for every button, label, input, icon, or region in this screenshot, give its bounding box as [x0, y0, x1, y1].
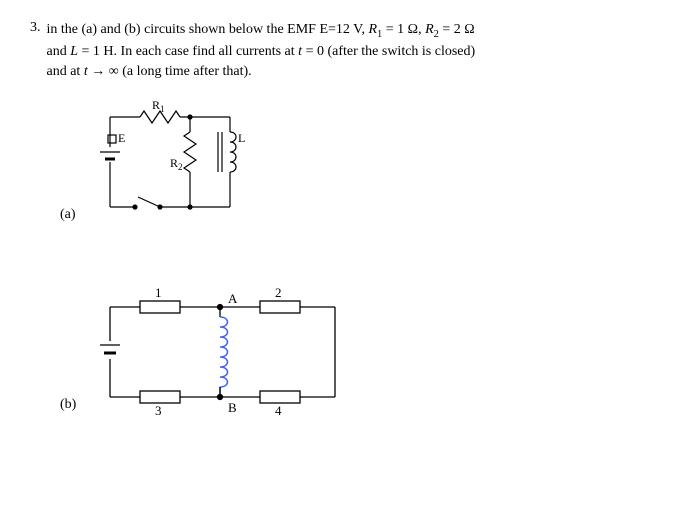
- emf-value: 12: [336, 22, 350, 37]
- label-A: A: [228, 291, 238, 306]
- circuit-b-container: 1 2 3 4 A B (b): [70, 287, 670, 417]
- text-segment: and: [47, 44, 71, 59]
- text-segment: and at: [47, 64, 84, 79]
- t-value: = 0 (after the switch is closed): [302, 44, 475, 59]
- circuit-b-svg: 1 2 3 4 A B: [70, 287, 370, 417]
- svg-text:R1: R1: [152, 98, 165, 114]
- label-R2-sub: 2: [178, 162, 183, 172]
- svg-text:R2: R2: [170, 156, 183, 172]
- problem-statement: 3. in the (a) and (b) circuits shown bel…: [30, 20, 670, 82]
- r2-symbol: R: [425, 22, 434, 37]
- text-segment: → ∞ (a long time after that).: [88, 64, 252, 79]
- circuit-b-label: (b): [60, 397, 76, 413]
- label-3: 3: [155, 403, 162, 417]
- circuit-a-svg: E R1 R2 L: [70, 97, 270, 227]
- label-4: 4: [275, 403, 282, 417]
- problem-text: in the (a) and (b) circuits shown below …: [47, 20, 476, 82]
- r2-value: = 2 Ω: [439, 22, 475, 37]
- r1-symbol: R: [368, 22, 377, 37]
- text-segment: . In each case find all currents at: [114, 44, 299, 59]
- problem-number: 3.: [30, 20, 41, 36]
- label-2: 2: [275, 287, 282, 300]
- label-R1: R: [152, 98, 160, 112]
- text-segment: in the (a) and (b) circuits shown below …: [47, 22, 336, 37]
- label-E: E: [118, 131, 125, 145]
- label-B: B: [228, 400, 237, 415]
- r1-value: = 1 Ω,: [382, 22, 425, 37]
- label-R1-sub: 1: [160, 104, 165, 114]
- circuit-a-container: E R1 R2 L (a): [70, 97, 670, 227]
- l-value: = 1 H: [78, 44, 114, 59]
- l-symbol: L: [70, 44, 78, 59]
- label-1: 1: [155, 287, 162, 300]
- text-segment: V,: [350, 22, 369, 37]
- label-L: L: [238, 131, 245, 145]
- circuit-a-label: (a): [60, 207, 76, 223]
- label-R2: R: [170, 156, 178, 170]
